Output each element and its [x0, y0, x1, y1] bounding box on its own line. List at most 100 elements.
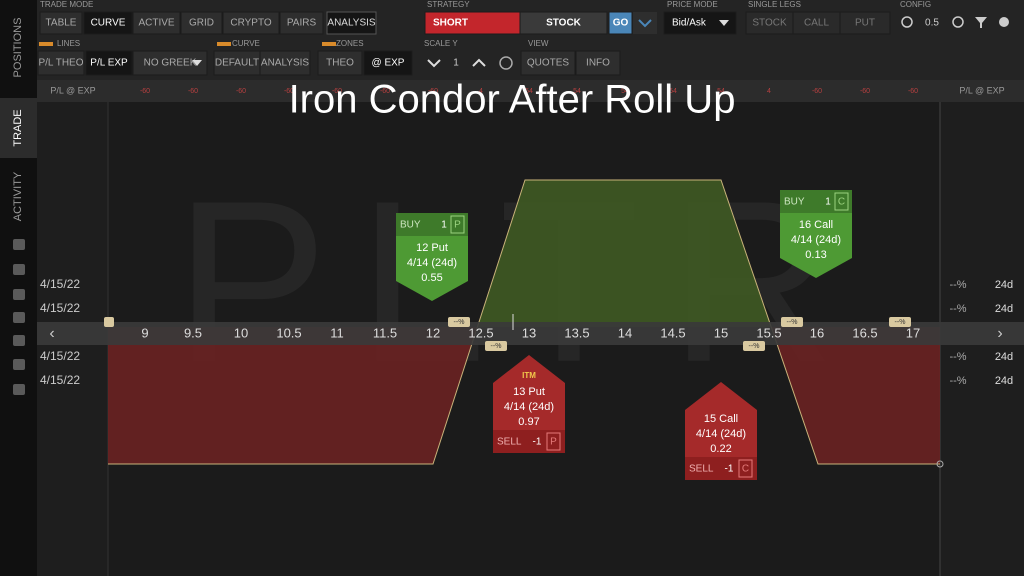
- button-bg: [575, 50, 621, 76]
- scale-down[interactable]: [427, 59, 441, 68]
- card-action: BUY: [784, 197, 805, 208]
- card-type: P: [550, 437, 557, 448]
- filter[interactable]: [975, 17, 987, 28]
- sidebar-tab[interactable]: TRADE: [12, 109, 24, 146]
- card-strike: 12 Put: [416, 242, 448, 254]
- scale-up[interactable]: [472, 58, 486, 67]
- zoom-in[interactable]: [952, 16, 964, 28]
- toolbar-button[interactable]: DEFAULT: [215, 58, 259, 69]
- option-card[interactable]: BUY 1 P 12 Put 4/14 (24d) 0.55: [396, 213, 468, 301]
- pct-label: --%: [949, 375, 966, 387]
- card-action: SELL: [689, 464, 714, 475]
- toolbar-button[interactable]: SHORT: [433, 18, 468, 29]
- toolbar-button[interactable]: P/L EXP: [90, 58, 128, 69]
- card-strike: 13 Put: [513, 386, 545, 398]
- toolbar-button[interactable]: Bid/Ask: [672, 18, 707, 29]
- card-body: [685, 382, 757, 457]
- toolbar-button[interactable]: CALL: [804, 18, 829, 29]
- sidebar-icon[interactable]: [13, 264, 25, 275]
- card-body: [493, 355, 565, 430]
- toolbar-button[interactable]: P/L THEO: [38, 58, 83, 69]
- sidebar-icon[interactable]: [13, 384, 25, 395]
- sidebar: [0, 0, 37, 576]
- pl-value: 54: [573, 88, 581, 95]
- toolbar-button[interactable]: STOCK: [752, 18, 787, 29]
- type-box: [450, 215, 465, 234]
- price-label: 12.5: [468, 325, 493, 340]
- sidebar-icon[interactable]: [13, 289, 25, 300]
- button-bg: [85, 50, 133, 76]
- toolbar-button[interactable]: PUT: [855, 18, 875, 29]
- sidebar-tab[interactable]: POSITIONS: [12, 18, 24, 78]
- toolbar-button[interactable]: 0.5: [925, 18, 939, 29]
- scroll-left[interactable]: ‹: [49, 325, 54, 342]
- pl-value: -60: [332, 88, 342, 95]
- option-card[interactable]: ITM 13 Put 4/14 (24d) 0.97 SELL -1 P: [493, 355, 565, 453]
- date-label: 4/15/22: [40, 349, 80, 363]
- zoom-out[interactable]: [901, 16, 913, 28]
- toolbar-button[interactable]: NO GREEK: [144, 58, 197, 69]
- toolbar-button[interactable]: INFO: [586, 58, 610, 69]
- toolbar-button[interactable]: 1: [453, 58, 459, 69]
- toolbar-button[interactable]: @ EXP: [372, 58, 405, 69]
- price-label: 16.5: [852, 325, 877, 340]
- sidebar-tab[interactable]: ACTIVITY: [12, 171, 24, 221]
- card-type: C: [742, 464, 749, 475]
- payoff-line: [108, 179, 940, 465]
- button-bg: [83, 11, 133, 35]
- toolbar-button[interactable]: CURVE: [91, 18, 126, 29]
- price-label: 9.5: [184, 325, 202, 340]
- card-header: [780, 190, 852, 213]
- scale-reset[interactable]: [499, 56, 513, 70]
- toolbar-button[interactable]: CRYPTO: [230, 18, 272, 29]
- group-label: ZONES: [336, 39, 364, 48]
- pl-value: 4: [767, 88, 771, 95]
- toolbar-button[interactable]: THEO: [326, 58, 354, 69]
- legend-swatch: [39, 42, 53, 46]
- header-left: P/L @ EXP: [50, 85, 95, 95]
- toolbar-button[interactable]: ANALYSIS: [261, 58, 309, 69]
- card-price: 0.13: [805, 249, 826, 261]
- group-label: VIEW: [528, 39, 549, 48]
- header-right: P/L @ EXP: [959, 85, 1004, 95]
- toolbar-button[interactable]: ANALYSIS: [327, 18, 375, 29]
- sidebar-icon[interactable]: [13, 335, 25, 346]
- sidebar-icon[interactable]: [13, 312, 25, 323]
- sidebar-icon[interactable]: [13, 359, 25, 370]
- axis-tag: --%: [895, 319, 906, 326]
- toolbar-button[interactable]: TABLE: [46, 18, 77, 29]
- toolbar-button[interactable]: QUOTES: [527, 58, 570, 69]
- tag-bg: [743, 341, 765, 351]
- button-bg: [213, 50, 261, 76]
- price-label: 14: [618, 325, 632, 340]
- card-strike: 16 Call: [799, 219, 833, 231]
- toolbar-button[interactable]: ACTIVE: [138, 18, 174, 29]
- pl-value: -60: [188, 88, 198, 95]
- loss-zone: [108, 327, 940, 464]
- pl-value: 4: [479, 88, 483, 95]
- toolbar-button[interactable]: GRID: [189, 18, 214, 29]
- toolbar-button[interactable]: STOCK: [546, 18, 582, 29]
- option-card[interactable]: BUY 1 C 16 Call 4/14 (24d) 0.13: [780, 190, 852, 278]
- price-label: 10.5: [276, 325, 301, 340]
- toolbar-button[interactable]: PAIRS: [287, 18, 317, 29]
- settings[interactable]: [999, 17, 1009, 27]
- option-card[interactable]: 15 Call 4/14 (24d) 0.22 SELL -1 C: [685, 382, 757, 480]
- button-bg: [317, 50, 363, 76]
- axis-tag: --%: [749, 343, 760, 350]
- tab-active: [0, 98, 37, 158]
- toolbar-button[interactable]: GO: [613, 18, 629, 29]
- tag-bg: [781, 317, 803, 327]
- pl-value: -60: [860, 88, 870, 95]
- scroll-right[interactable]: ›: [997, 325, 1002, 342]
- dropdown[interactable]: [633, 12, 657, 34]
- pl-value: -60: [284, 88, 294, 95]
- sidebar-icon[interactable]: [13, 239, 25, 250]
- card-price: 0.55: [421, 272, 442, 284]
- axis-tag: --%: [491, 343, 502, 350]
- days-label: 24d: [995, 279, 1013, 291]
- card-body: [396, 236, 468, 301]
- button-bg: [259, 50, 311, 76]
- group-label: SINGLE LEGS: [748, 0, 801, 9]
- group-label: SCALE Y: [424, 39, 458, 48]
